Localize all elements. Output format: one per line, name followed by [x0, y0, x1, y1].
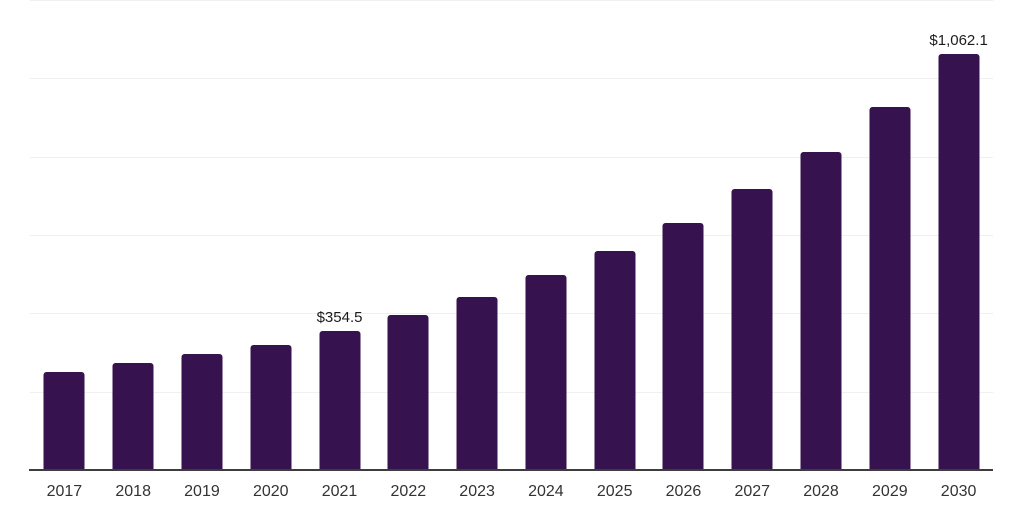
bar-slot-2026 — [649, 0, 718, 470]
bar-2024 — [525, 275, 567, 470]
bar-2027 — [731, 189, 773, 470]
bar-2029 — [869, 107, 911, 470]
bar-2023 — [456, 296, 498, 470]
x-tick-label-2027: 2027 — [734, 483, 771, 500]
plot-area: $354.5 $1,062.1 — [30, 0, 993, 470]
x-axis-line — [29, 469, 993, 471]
x-tick-label-2025: 2025 — [596, 483, 633, 500]
x-tick-label-2021: 2021 — [321, 483, 358, 500]
x-tick-label-2018: 2018 — [115, 483, 151, 500]
x-axis-labels: 2017 2018 2019 2020 2021 2022 2023 2024 2025 2026… — [30, 482, 993, 504]
bar-2021 — [319, 331, 361, 470]
x-tick-label-2029: 2029 — [872, 483, 908, 500]
bar-2020 — [250, 345, 292, 470]
gridline — [30, 391, 993, 393]
bar-slot-2027 — [718, 0, 787, 470]
bar-slot-2022 — [374, 0, 443, 470]
bar-slot-2020 — [236, 0, 305, 470]
bar-slot-2028 — [787, 0, 856, 470]
bar-2018 — [112, 363, 154, 470]
gridline — [30, 78, 993, 80]
bar-slot-2017 — [30, 0, 99, 470]
bar-slot-2019 — [168, 0, 237, 470]
x-tick-label-2023: 2023 — [459, 483, 495, 500]
x-tick-label-2017: 2017 — [46, 483, 83, 500]
bar-slot-2018 — [99, 0, 168, 470]
x-tick-label-2030: 2030 — [940, 483, 977, 500]
bar-2026 — [662, 222, 704, 470]
bar-2017 — [43, 372, 85, 470]
x-tick-label-2022: 2022 — [390, 483, 427, 500]
bar-value-label-2021: $354.5 — [316, 309, 363, 327]
gridline — [30, 0, 993, 1]
x-tick-label-2020: 2020 — [252, 483, 289, 500]
x-tick-label-2019: 2019 — [184, 483, 220, 500]
x-tick-label-2026: 2026 — [665, 483, 702, 500]
gridline — [30, 235, 993, 236]
bar-2028 — [800, 151, 842, 470]
bar-2025 — [594, 251, 636, 470]
bar-2022 — [387, 314, 429, 470]
bar-slot-2025 — [580, 0, 649, 470]
bar-slot-2029 — [855, 0, 924, 470]
gridline — [30, 156, 993, 158]
x-tick-label-2028: 2028 — [803, 483, 839, 500]
x-tick-label-2024: 2024 — [528, 483, 564, 500]
bar-slot-2030: $1,062.1 — [924, 0, 993, 470]
gridline — [30, 313, 993, 315]
bar-2019 — [181, 354, 223, 470]
bar-slot-2021: $354.5 — [305, 0, 374, 470]
bar-value-label-2030: $1,062.1 — [929, 32, 988, 50]
bar-2030 — [938, 54, 980, 470]
bar-slot-2023 — [443, 0, 512, 470]
bar-slot-2024 — [512, 0, 581, 470]
